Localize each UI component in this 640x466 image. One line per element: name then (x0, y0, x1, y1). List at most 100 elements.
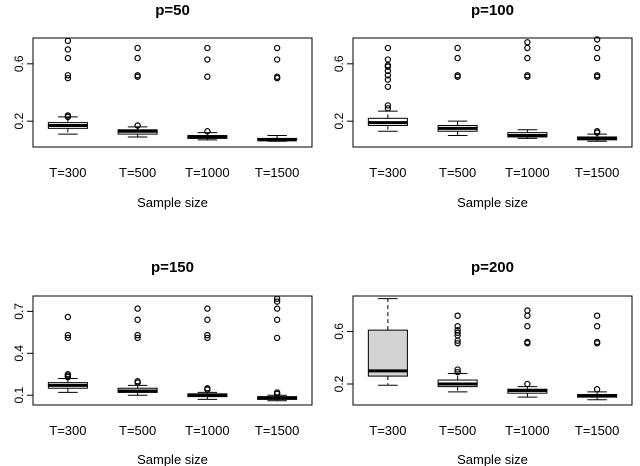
y-tick-label: 0.2 (332, 113, 346, 130)
y-tick-label: 0.2 (332, 375, 346, 392)
outlier-point (64, 54, 72, 62)
x-tick-label: T=1000 (505, 423, 549, 438)
plot-frame (352, 295, 633, 406)
outlier-point (454, 323, 461, 330)
outlier-point (134, 122, 141, 129)
outlier-point (134, 331, 141, 339)
box-T-1500 (577, 36, 618, 142)
outlier-point (454, 72, 461, 79)
outlier-point (134, 316, 141, 323)
box-T-300 (367, 298, 408, 386)
outlier-point (384, 44, 392, 52)
outlier-point (454, 54, 461, 62)
outlier-point (204, 334, 211, 342)
box-T-500 (437, 44, 478, 137)
x-axis-label: Sample size (137, 195, 208, 210)
outlier-point (64, 331, 72, 339)
outlier-point (454, 312, 461, 319)
outlier-point (524, 44, 531, 52)
box-T-1500 (577, 312, 618, 401)
box-T-1000 (187, 305, 228, 400)
outlier-point (204, 128, 211, 135)
x-tick-label: T=300 (49, 165, 86, 180)
outlier-point (134, 334, 141, 342)
x-tick-label: T=1500 (255, 423, 299, 438)
outlier-point (454, 44, 461, 52)
outlier-point (64, 313, 72, 321)
outlier-point (134, 72, 141, 79)
outlier-point (204, 385, 211, 392)
outlier-point (64, 112, 72, 119)
x-tick-label: T=500 (119, 165, 156, 180)
box-T-1000 (507, 307, 548, 398)
x-tick-label: T=300 (369, 165, 406, 180)
box-T-300 (47, 37, 88, 135)
outlier-point (134, 305, 141, 312)
x-tick-label: T=500 (439, 165, 476, 180)
y-tick-label: 0.1 (12, 387, 26, 404)
outlier-point (593, 312, 601, 319)
x-tick-label: T=1000 (505, 165, 549, 180)
outlier-point (64, 334, 72, 342)
outlier-point (204, 305, 211, 312)
outlier-point (273, 73, 281, 80)
outlier-point (204, 56, 211, 63)
outlier-point (273, 389, 281, 396)
outlier-point (593, 54, 601, 62)
x-tick-label: T=500 (439, 423, 476, 438)
box-T-300 (367, 44, 408, 132)
outlier-point (384, 102, 392, 109)
panel-p-200: p=200 0.2 0.6 T=300 T=500 T=1000 T=1500 Sample … (332, 259, 633, 466)
outlier-point (384, 76, 392, 83)
x-axis-label: Sample size (457, 195, 528, 210)
box-T-300 (47, 313, 88, 393)
y-tick-label: 0.6 (332, 323, 346, 340)
outlier-point (64, 37, 72, 45)
x-tick-label: T=1500 (575, 423, 619, 438)
outlier-point (204, 331, 211, 339)
outlier-point (384, 72, 392, 79)
box-T-500 (117, 44, 158, 138)
x-axis-label: Sample size (457, 452, 528, 466)
x-tick-label: T=1500 (575, 165, 619, 180)
outlier-point (64, 72, 72, 79)
x-tick-label: T=1500 (255, 165, 299, 180)
box-T-500 (117, 305, 158, 396)
plot-frame (32, 295, 313, 406)
y-tick-label: 0.2 (12, 113, 26, 130)
outlier-point (454, 340, 461, 347)
outlier-point (593, 338, 601, 346)
x-axis-label: Sample size (137, 452, 208, 466)
outlier-point (593, 386, 601, 393)
chart-title: p=100 (471, 2, 514, 19)
outlier-point (134, 378, 141, 385)
x-tick-label: T=500 (119, 423, 156, 438)
chart-title: p=50 (155, 2, 190, 19)
outlier-point (64, 371, 72, 378)
outlier-point (593, 128, 601, 135)
box-iqr (367, 329, 408, 377)
outlier-point (273, 298, 281, 305)
x-tick-label: T=1000 (185, 165, 229, 180)
outlier-point (454, 329, 461, 336)
box-T-1500 (257, 295, 298, 402)
box-T-500 (437, 312, 478, 393)
outlier-point (524, 54, 531, 62)
y-tick-label: 0.7 (12, 303, 26, 320)
outlier-point (204, 44, 211, 52)
outlier-point (273, 316, 281, 323)
outlier-point (593, 323, 601, 330)
chart-title: p=200 (471, 259, 514, 276)
outlier-point (454, 366, 461, 373)
outlier-point (524, 312, 531, 319)
panel-p-150: p=150 0.1 0.4 0.7 T=300 T=500 T=1000 T=1500 Samp… (12, 259, 313, 466)
outlier-point (384, 105, 392, 112)
outlier-point (273, 295, 281, 302)
outlier-point (454, 326, 461, 334)
outlier-point (134, 44, 141, 52)
outlier-point (454, 368, 461, 376)
outlier-point (273, 44, 281, 52)
outlier-point (204, 316, 211, 323)
outlier-point (64, 46, 72, 53)
